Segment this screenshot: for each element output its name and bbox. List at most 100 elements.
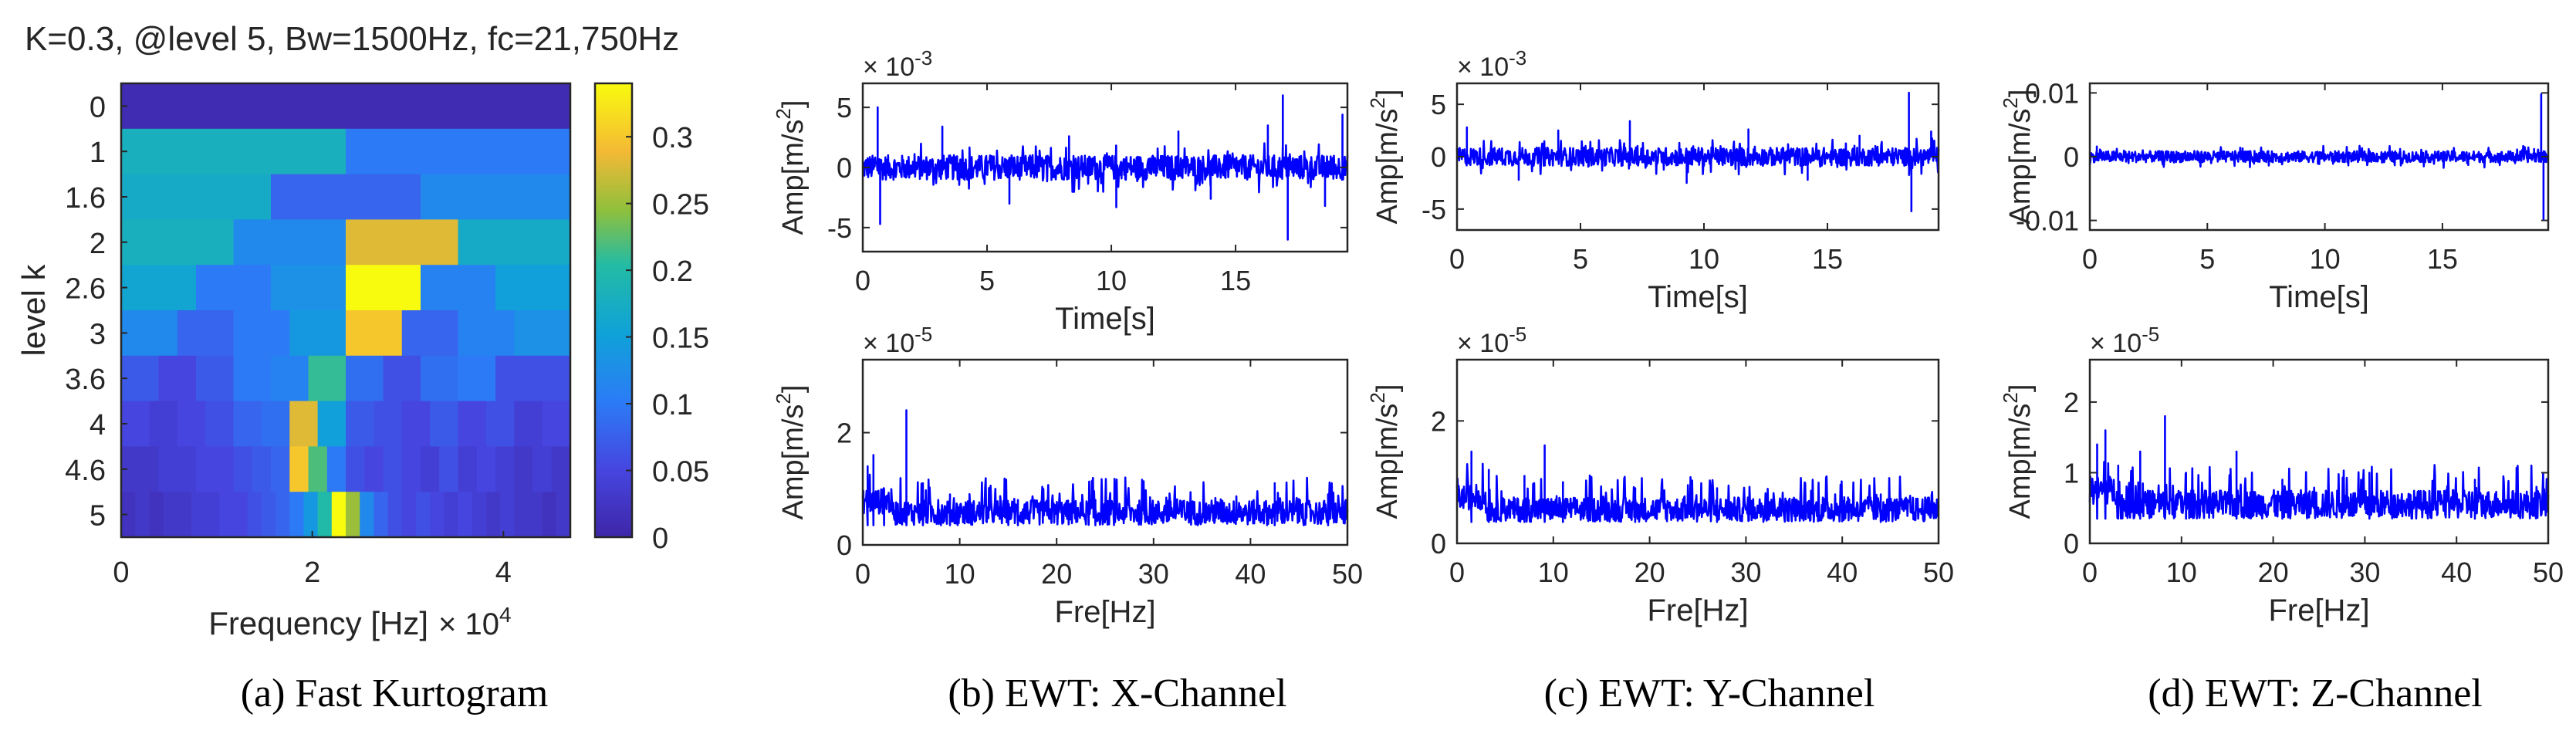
x-tick-label: 10: [945, 558, 975, 590]
kurtogram-cell: [308, 446, 328, 492]
kurtogram-cell: [289, 401, 319, 447]
kurtogram-cell: [401, 401, 431, 447]
x-axis-label: Fre[Hz]: [1054, 595, 1155, 629]
kurtogram-cell: [303, 492, 319, 538]
y-axis-label: Amp[m/s2]: [1366, 90, 1404, 225]
kurtogram-cell: [542, 492, 557, 538]
y-multiplier: × 10-3: [1457, 46, 1526, 82]
x-axis-label: Fre[Hz]: [2268, 594, 2369, 627]
kurtogram-cell: [444, 492, 459, 538]
kurtogram-cell: [121, 265, 197, 311]
y-tick-label: 5: [837, 92, 852, 123]
axes-box: [1455, 358, 1940, 545]
kurtogram-cell: [177, 401, 206, 447]
kurtogram-cell: [261, 492, 276, 538]
kurtogram-cell: [317, 401, 347, 447]
y-multiplier: × 10-3: [863, 46, 932, 82]
kurtogram-cell: [121, 83, 571, 130]
x-tick-label: 10: [2310, 243, 2341, 275]
kurtogram-cell: [346, 265, 421, 311]
x-tick-label: 15: [1220, 265, 1251, 296]
colorbar-tick-label: 0.15: [652, 323, 709, 355]
x-tick-label: 40: [2441, 556, 2472, 588]
kurtogram-cell: [401, 492, 417, 538]
kurtogram-cell: [177, 310, 235, 357]
kurtogram-cell: [261, 401, 290, 447]
x-tick-label: 0: [2082, 243, 2098, 275]
kurtogram-cell: [387, 492, 403, 538]
kurtogram-cell: [121, 219, 235, 266]
level-tick-label: 5: [90, 500, 106, 533]
y-tick-label: 5: [1431, 89, 1446, 120]
colorbar: [593, 82, 634, 539]
kurtogram-cell: [121, 310, 178, 357]
y-tick-label: 1: [2064, 457, 2079, 489]
level-tick-label: 1.6: [65, 182, 106, 215]
kurtogram-cell: [485, 492, 501, 538]
kurtogram-cell: [191, 492, 206, 538]
kurtogram-cell: [476, 446, 496, 492]
kurtogram-level-ticks: 0 1 1.6 2 2.6 3 3.6 4 4.6 5: [65, 91, 127, 533]
x-tick-label: 0: [1449, 556, 1465, 588]
kurtogram-cell: [140, 446, 160, 492]
y-tick-label: -5: [827, 212, 852, 244]
y-multiplier: × 10-5: [863, 323, 932, 358]
level-tick-label: 1: [90, 137, 106, 169]
kurtogram-cell: [121, 355, 160, 402]
y-axis-label: Amp[m/s2]: [1999, 90, 2037, 225]
time-signal-line: [2088, 93, 2550, 221]
kurtogram-cell: [458, 446, 478, 492]
kurtogram-cell: [205, 492, 220, 538]
kurtogram-cell: [121, 174, 272, 220]
x-tick-label: 0: [855, 265, 870, 296]
kurtogram-cell: [276, 492, 290, 538]
kurtogram-cell: [551, 446, 571, 492]
level-tick-label: 3.6: [65, 364, 106, 396]
kurtogram-heatmap: [121, 83, 571, 538]
kurtogram-cell: [149, 401, 178, 447]
kurtogram-xlabel: Frequency [Hz]: [208, 605, 428, 641]
x-tick-label: 40: [1827, 556, 1858, 588]
kurtogram-cell: [177, 492, 192, 538]
colorbar-tick-label: 0.05: [652, 456, 709, 489]
kurtogram-cell: [233, 446, 253, 492]
y-tick-label: 0: [837, 529, 852, 561]
kurtogram-title: K=0.3, @level 5, Bw=1500Hz, fc=21,750Hz: [25, 20, 679, 58]
kurtogram-cell: [383, 355, 421, 402]
level-tick-label: 4.6: [65, 455, 106, 487]
colorbar-tick-label: 0.2: [652, 255, 693, 288]
kurtogram-cell: [542, 401, 571, 447]
x-tick-label: 20: [2258, 556, 2289, 588]
kurtogram-cell: [401, 310, 459, 357]
kurtogram-cell: [360, 492, 374, 538]
freq-signal-line: [2088, 414, 2550, 520]
x-tick-label: 5: [979, 265, 995, 296]
kurtogram-cell: [271, 446, 290, 492]
kurtogram-cell: [495, 355, 534, 402]
kurtogram-cell: [346, 446, 365, 492]
kurtogram-cell: [121, 492, 136, 538]
y-multiplier: × 10-5: [1457, 323, 1526, 358]
x-tick-label: 10: [1096, 265, 1127, 296]
colorbar-tick-label: 0: [652, 523, 668, 555]
kurtogram-cell: [421, 446, 440, 492]
y-tick-label: 0: [837, 152, 852, 184]
kurtogram-cell: [485, 401, 515, 447]
x-tick-label: 30: [2349, 556, 2380, 588]
kurtogram-cell: [326, 446, 347, 492]
kurtogram-cell: [158, 446, 178, 492]
x-tick-label: 10: [1689, 243, 1719, 275]
y-axis-label: Amp[m/s2]: [1366, 384, 1404, 519]
x-tick-label: 50: [1923, 556, 1954, 588]
level-tick-label: 4: [90, 409, 106, 441]
kurtogram-x-tick-label: 2: [304, 556, 320, 589]
kurtogram-cell: [514, 310, 571, 357]
kurtogram-cell: [121, 128, 347, 175]
